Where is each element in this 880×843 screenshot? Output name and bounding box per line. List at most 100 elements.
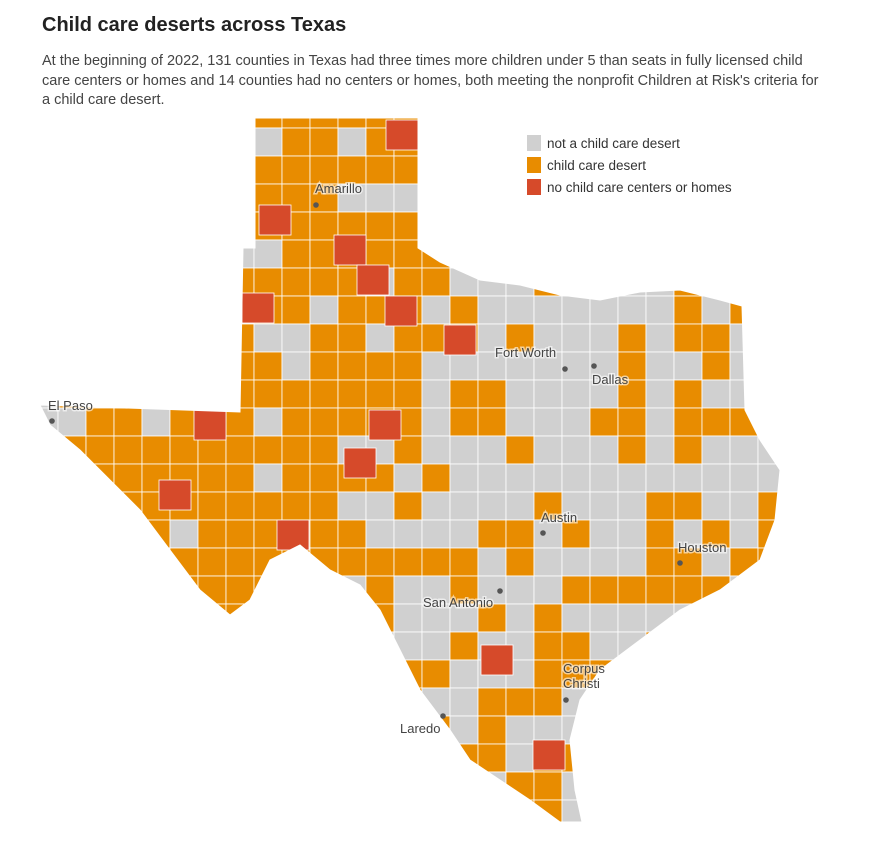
county-not-desert <box>617 659 647 689</box>
county-desert <box>197 183 227 213</box>
county-desert <box>113 239 143 269</box>
county-not-desert <box>505 118 535 129</box>
county-desert <box>309 118 339 129</box>
county-desert <box>309 379 339 409</box>
county-not-desert <box>589 603 619 633</box>
county-no-centers <box>443 324 477 356</box>
county-desert <box>365 155 395 185</box>
county-desert <box>113 351 143 381</box>
county-desert <box>141 799 171 822</box>
county-desert <box>309 743 339 773</box>
county-desert <box>85 267 115 297</box>
county-not-desert <box>533 547 563 577</box>
county-desert <box>506 828 534 843</box>
city-label: Houston <box>678 540 726 555</box>
county-not-desert <box>505 407 535 437</box>
county-desert <box>281 575 311 605</box>
county-not-desert <box>365 659 395 689</box>
county-not-desert <box>477 547 507 577</box>
county-not-desert <box>505 603 535 633</box>
county-desert <box>393 491 423 521</box>
county-desert <box>449 118 479 129</box>
county-desert <box>86 828 114 843</box>
county-not-desert <box>589 118 619 129</box>
county-not-desert <box>673 463 703 493</box>
county-not-desert <box>561 239 591 269</box>
county-not-desert <box>225 127 255 157</box>
county-desert <box>337 743 367 773</box>
county-desert <box>225 687 255 717</box>
county-not-desert <box>729 211 759 241</box>
county-desert <box>253 351 283 381</box>
county-desert <box>141 323 171 353</box>
county-desert <box>365 547 395 577</box>
county-not-desert <box>729 491 759 521</box>
county-desert <box>365 351 395 381</box>
county-desert <box>309 435 339 465</box>
county-not-desert <box>561 463 591 493</box>
county-not-desert <box>561 351 591 381</box>
county-no-centers <box>158 479 192 511</box>
county-not-desert <box>40 211 59 241</box>
county-desert <box>757 183 780 213</box>
county-desert <box>757 575 780 605</box>
county-not-desert <box>617 603 647 633</box>
county-desert <box>589 575 619 605</box>
county-not-desert <box>533 407 563 437</box>
county-not-desert <box>449 183 479 213</box>
county-desert <box>309 267 339 297</box>
county-desert <box>393 659 423 689</box>
county-not-desert <box>729 519 759 549</box>
county-not-desert <box>477 323 507 353</box>
county-not-desert <box>617 687 647 717</box>
county-not-desert <box>617 743 647 773</box>
county-not-desert <box>281 323 311 353</box>
county-desert <box>757 211 780 241</box>
county-desert <box>393 267 423 297</box>
county-desert <box>590 828 618 843</box>
county-not-desert <box>365 715 395 745</box>
county-desert <box>730 828 758 843</box>
county-not-desert <box>617 463 647 493</box>
county-desert <box>673 631 703 661</box>
county-desert <box>337 379 367 409</box>
county-not-desert <box>421 435 451 465</box>
county-not-desert <box>673 659 703 689</box>
county-desert <box>757 743 780 773</box>
county-desert <box>141 743 171 773</box>
county-not-desert <box>365 519 395 549</box>
county-no-centers <box>532 739 566 771</box>
county-not-desert <box>477 799 507 822</box>
county-not-desert <box>505 715 535 745</box>
county-desert <box>757 631 780 661</box>
county-desert <box>57 239 87 269</box>
county-desert <box>169 687 199 717</box>
county-desert <box>561 575 591 605</box>
county-desert <box>561 631 591 661</box>
county-not-desert <box>673 799 703 822</box>
county-desert <box>589 715 619 745</box>
county-desert <box>477 379 507 409</box>
county-desert <box>421 463 451 493</box>
legend-swatch <box>527 157 541 173</box>
county-desert <box>57 575 87 605</box>
county-not-desert <box>757 435 780 465</box>
county-desert <box>757 659 780 689</box>
county-not-desert <box>421 211 451 241</box>
county-not-desert <box>337 127 367 157</box>
county-desert <box>141 183 171 213</box>
county-not-desert <box>533 295 563 325</box>
county-not-desert <box>645 435 675 465</box>
county-desert <box>197 715 227 745</box>
county-desert <box>701 659 731 689</box>
county-desert <box>786 604 814 632</box>
county-desert <box>757 295 780 325</box>
county-desert <box>701 715 731 745</box>
county-desert <box>225 118 255 129</box>
county-desert <box>505 799 535 822</box>
county-desert <box>169 575 199 605</box>
county-not-desert <box>757 463 780 493</box>
county-not-desert <box>673 687 703 717</box>
county-desert <box>365 211 395 241</box>
county-desert <box>421 743 451 773</box>
